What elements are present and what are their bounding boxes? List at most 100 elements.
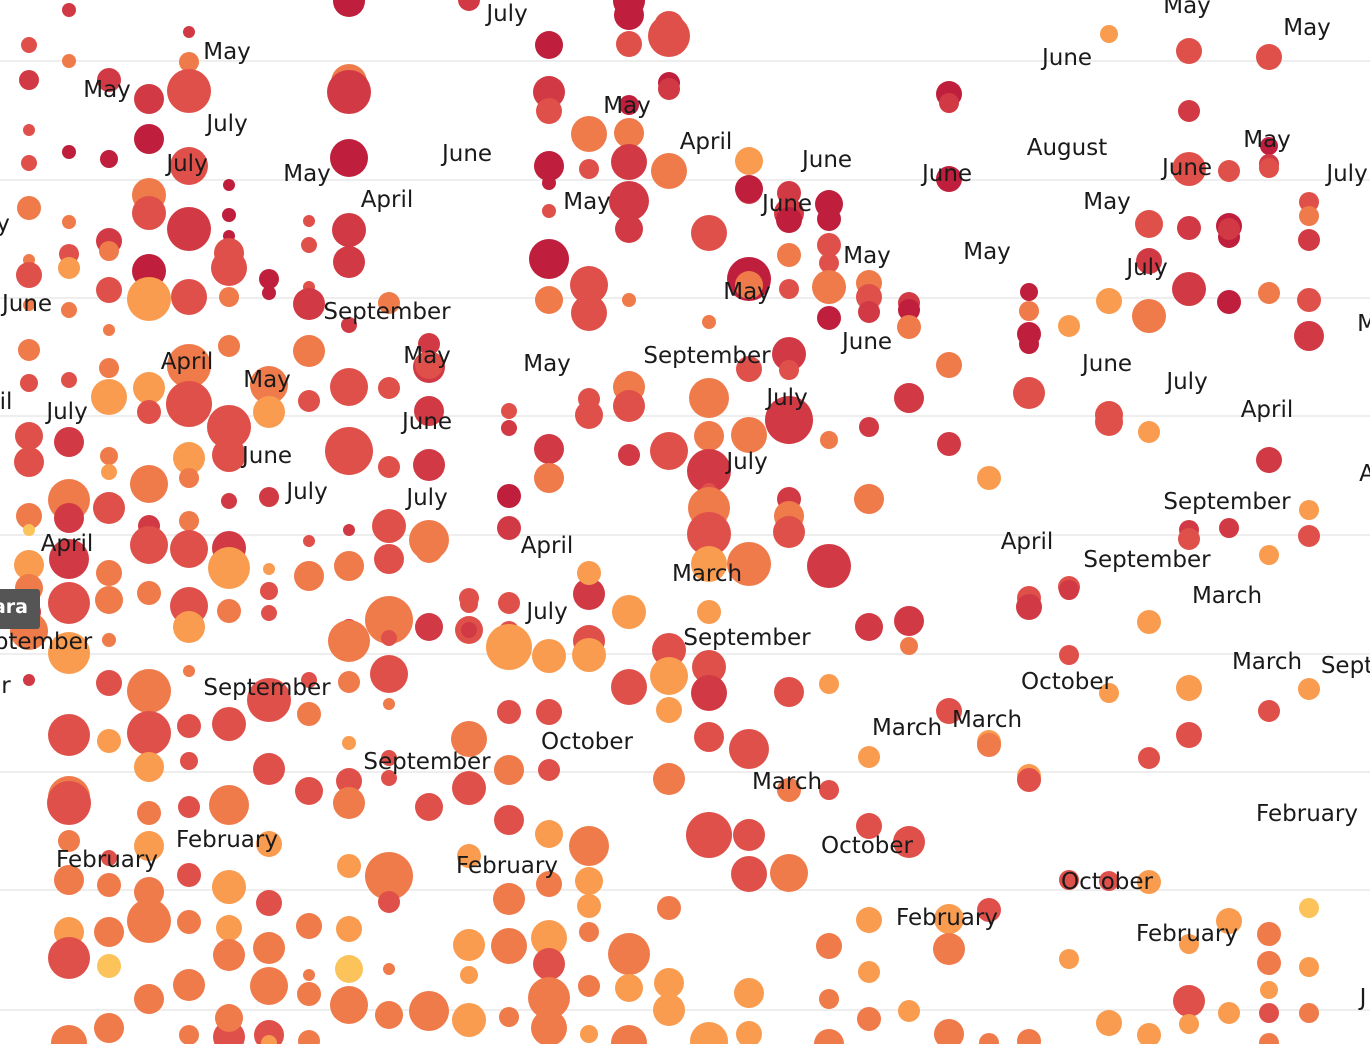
data-point[interactable] [691,215,727,251]
data-point[interactable] [1218,160,1240,182]
data-point[interactable] [977,466,1001,490]
data-point[interactable] [697,600,721,624]
data-point[interactable] [1256,447,1282,473]
data-point[interactable] [486,624,532,670]
data-point[interactable] [383,963,395,975]
data-point[interactable] [856,813,882,839]
data-point[interactable] [338,671,360,693]
data-point[interactable] [1137,1023,1161,1044]
data-point[interactable] [692,650,726,684]
data-point[interactable] [727,542,771,586]
data-point[interactable] [335,955,363,983]
data-point[interactable] [97,729,121,753]
data-point[interactable] [691,675,727,711]
data-point[interactable] [328,620,370,662]
data-point[interactable] [134,752,164,782]
data-point[interactable] [253,753,285,785]
data-point[interactable] [259,269,279,289]
data-point[interactable] [528,977,570,1019]
data-point[interactable] [47,781,91,825]
data-point[interactable] [494,755,524,785]
data-point[interactable] [1179,1014,1199,1034]
data-point[interactable] [102,633,116,647]
data-point[interactable] [173,611,205,643]
data-point[interactable] [212,707,246,741]
data-point[interactable] [1299,1003,1319,1023]
data-point[interactable] [934,904,964,934]
data-point[interactable] [62,3,76,17]
data-point[interactable] [62,54,76,68]
data-point[interactable] [170,530,208,568]
data-point[interactable] [173,442,205,474]
data-point[interactable] [898,299,920,321]
data-point[interactable] [1017,768,1041,792]
data-point[interactable] [857,1007,881,1031]
data-point[interactable] [415,613,443,641]
data-point[interactable] [460,966,478,984]
data-point[interactable] [332,213,366,247]
data-point[interactable] [1299,192,1319,212]
data-point[interactable] [96,277,122,303]
data-point[interactable] [61,372,77,388]
data-point[interactable] [765,396,813,444]
data-point[interactable] [534,434,564,464]
data-point[interactable] [261,605,277,621]
data-point[interactable] [254,1020,284,1044]
data-point[interactable] [294,561,324,591]
data-point[interactable] [183,26,195,38]
data-point[interactable] [1216,908,1242,934]
data-point[interactable] [816,933,842,959]
data-point[interactable] [939,93,959,113]
data-point[interactable] [1096,1010,1122,1036]
data-point[interactable] [1016,594,1042,620]
data-point[interactable] [130,465,168,503]
data-point[interactable] [571,295,607,331]
data-point[interactable] [183,665,195,677]
data-point[interactable] [534,151,564,181]
data-point[interactable] [16,503,42,529]
data-point[interactable] [211,250,247,286]
data-point[interactable] [1298,229,1320,251]
data-point[interactable] [48,714,90,756]
data-point[interactable] [337,854,361,878]
data-point[interactable] [1059,949,1079,969]
data-point[interactable] [415,535,443,563]
data-point[interactable] [858,961,880,983]
data-point[interactable] [612,595,646,629]
data-point[interactable] [262,286,276,300]
data-point[interactable] [1058,315,1080,337]
data-point[interactable] [415,351,443,379]
data-point[interactable] [575,867,603,895]
data-point[interactable] [534,463,564,493]
data-point[interactable] [812,270,846,304]
data-point[interactable] [1179,934,1199,954]
data-point[interactable] [365,596,413,644]
data-point[interactable] [1259,158,1279,178]
data-point[interactable] [936,698,962,724]
data-point[interactable] [334,551,364,581]
data-point[interactable] [296,913,322,939]
data-point[interactable] [341,317,357,333]
data-point[interactable] [651,153,687,189]
data-point[interactable] [97,68,121,92]
data-point[interactable] [23,524,35,536]
data-point[interactable] [101,464,117,480]
data-point[interactable] [1095,408,1123,436]
data-point[interactable] [1178,528,1200,550]
data-point[interactable] [96,670,122,696]
data-point[interactable] [378,377,400,399]
data-point[interactable] [54,865,84,895]
data-point[interactable] [1294,321,1324,351]
data-point[interactable] [418,333,440,355]
data-point[interactable] [1059,645,1079,665]
data-point[interactable] [1017,1029,1041,1044]
data-point[interactable] [573,578,605,610]
data-point[interactable] [295,777,323,805]
data-point[interactable] [653,994,685,1026]
data-point[interactable] [735,175,763,203]
data-point[interactable] [212,438,246,472]
data-point[interactable] [20,374,38,392]
data-point[interactable] [736,1021,762,1044]
data-point[interactable] [614,118,644,148]
data-point[interactable] [1173,985,1205,1017]
